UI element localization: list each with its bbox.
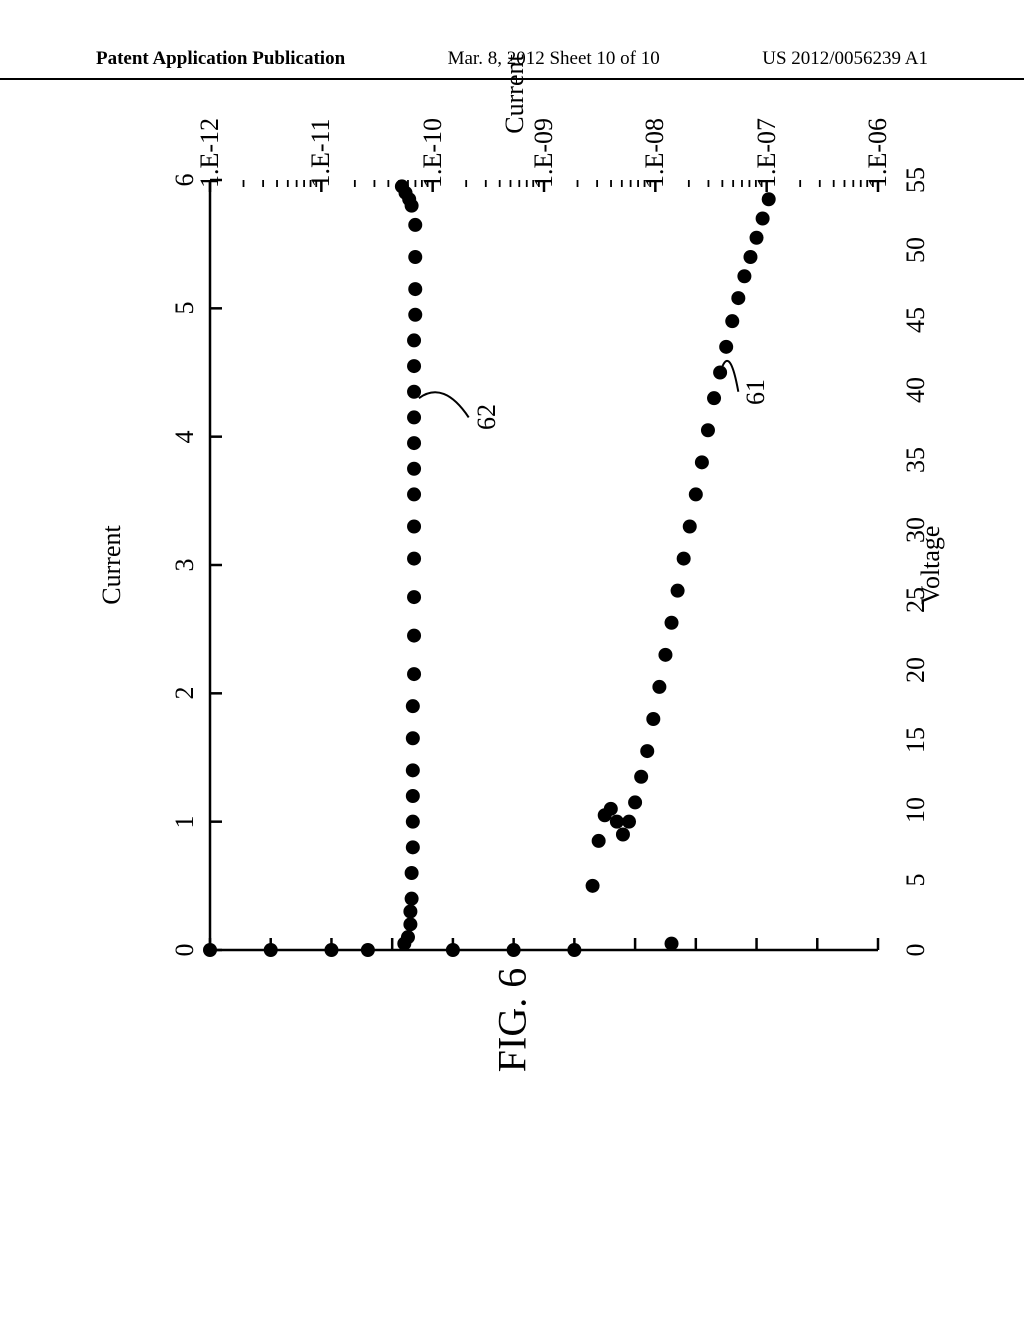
x-tick-label: 35 — [901, 447, 931, 473]
x-tick-label: 10 — [901, 797, 931, 823]
x-tick-labels: 0 5 10 15 20 25 30 35 40 45 50 55 — [896, 170, 936, 960]
chart-area: Current Current Voltage 0123456 1.E-121.… — [130, 170, 900, 960]
header-right: US 2012/0056239 A1 — [762, 48, 928, 70]
x-tick-label: 30 — [901, 517, 931, 543]
x-tick-label: 15 — [901, 727, 931, 753]
x-tick-label: 50 — [901, 237, 931, 263]
figure-caption: FIG. 6 — [489, 968, 536, 1072]
y2-axis-title: Current — [500, 54, 530, 133]
x-tick-label: 5 — [901, 874, 931, 887]
y2-tick-labels: 1.E-121.E-111.E-101.E-091.E-081.E-071.E-… — [130, 138, 900, 168]
header-left: Patent Application Publication — [96, 48, 345, 70]
annotation-61: 61 — [741, 379, 771, 405]
x-tick-label: 25 — [901, 587, 931, 613]
x-tick-label: 55 — [901, 167, 931, 193]
x-tick-label: 45 — [901, 307, 931, 333]
annotation-62: 62 — [472, 404, 502, 430]
header-mid: Mar. 8, 2012 Sheet 10 of 10 — [448, 48, 660, 70]
x-tick-label: 40 — [901, 377, 931, 403]
x-tick-label: 0 — [901, 944, 931, 957]
x-tick-label: 20 — [901, 657, 931, 683]
plot-svg — [130, 170, 900, 960]
y1-axis-title: Current — [97, 525, 127, 604]
